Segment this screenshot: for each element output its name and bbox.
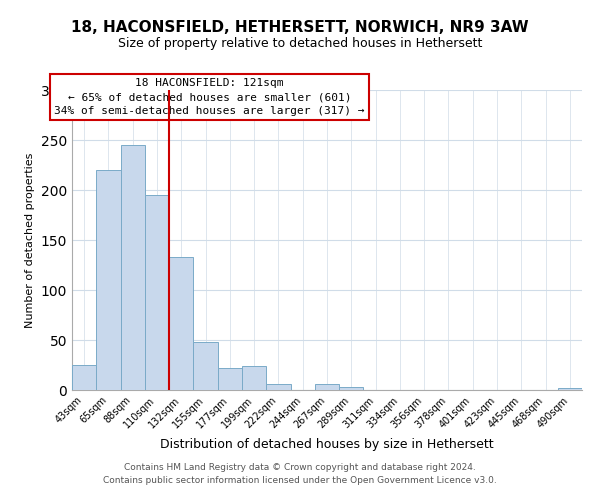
- Bar: [339, 387, 364, 390]
- Bar: [315, 384, 339, 390]
- Text: Contains HM Land Registry data © Crown copyright and database right 2024.
Contai: Contains HM Land Registry data © Crown c…: [103, 464, 497, 485]
- Bar: [121, 145, 145, 390]
- Bar: [266, 384, 290, 390]
- Bar: [193, 342, 218, 390]
- Bar: [96, 170, 121, 390]
- Text: 18, HACONSFIELD, HETHERSETT, NORWICH, NR9 3AW: 18, HACONSFIELD, HETHERSETT, NORWICH, NR…: [71, 20, 529, 35]
- Bar: [218, 368, 242, 390]
- Bar: [558, 388, 582, 390]
- Text: 18 HACONSFIELD: 121sqm
← 65% of detached houses are smaller (601)
34% of semi-de: 18 HACONSFIELD: 121sqm ← 65% of detached…: [55, 78, 365, 116]
- Y-axis label: Number of detached properties: Number of detached properties: [25, 152, 35, 328]
- X-axis label: Distribution of detached houses by size in Hethersett: Distribution of detached houses by size …: [160, 438, 494, 451]
- Bar: [145, 195, 169, 390]
- Bar: [72, 365, 96, 390]
- Bar: [242, 366, 266, 390]
- Bar: [169, 257, 193, 390]
- Text: Size of property relative to detached houses in Hethersett: Size of property relative to detached ho…: [118, 38, 482, 51]
